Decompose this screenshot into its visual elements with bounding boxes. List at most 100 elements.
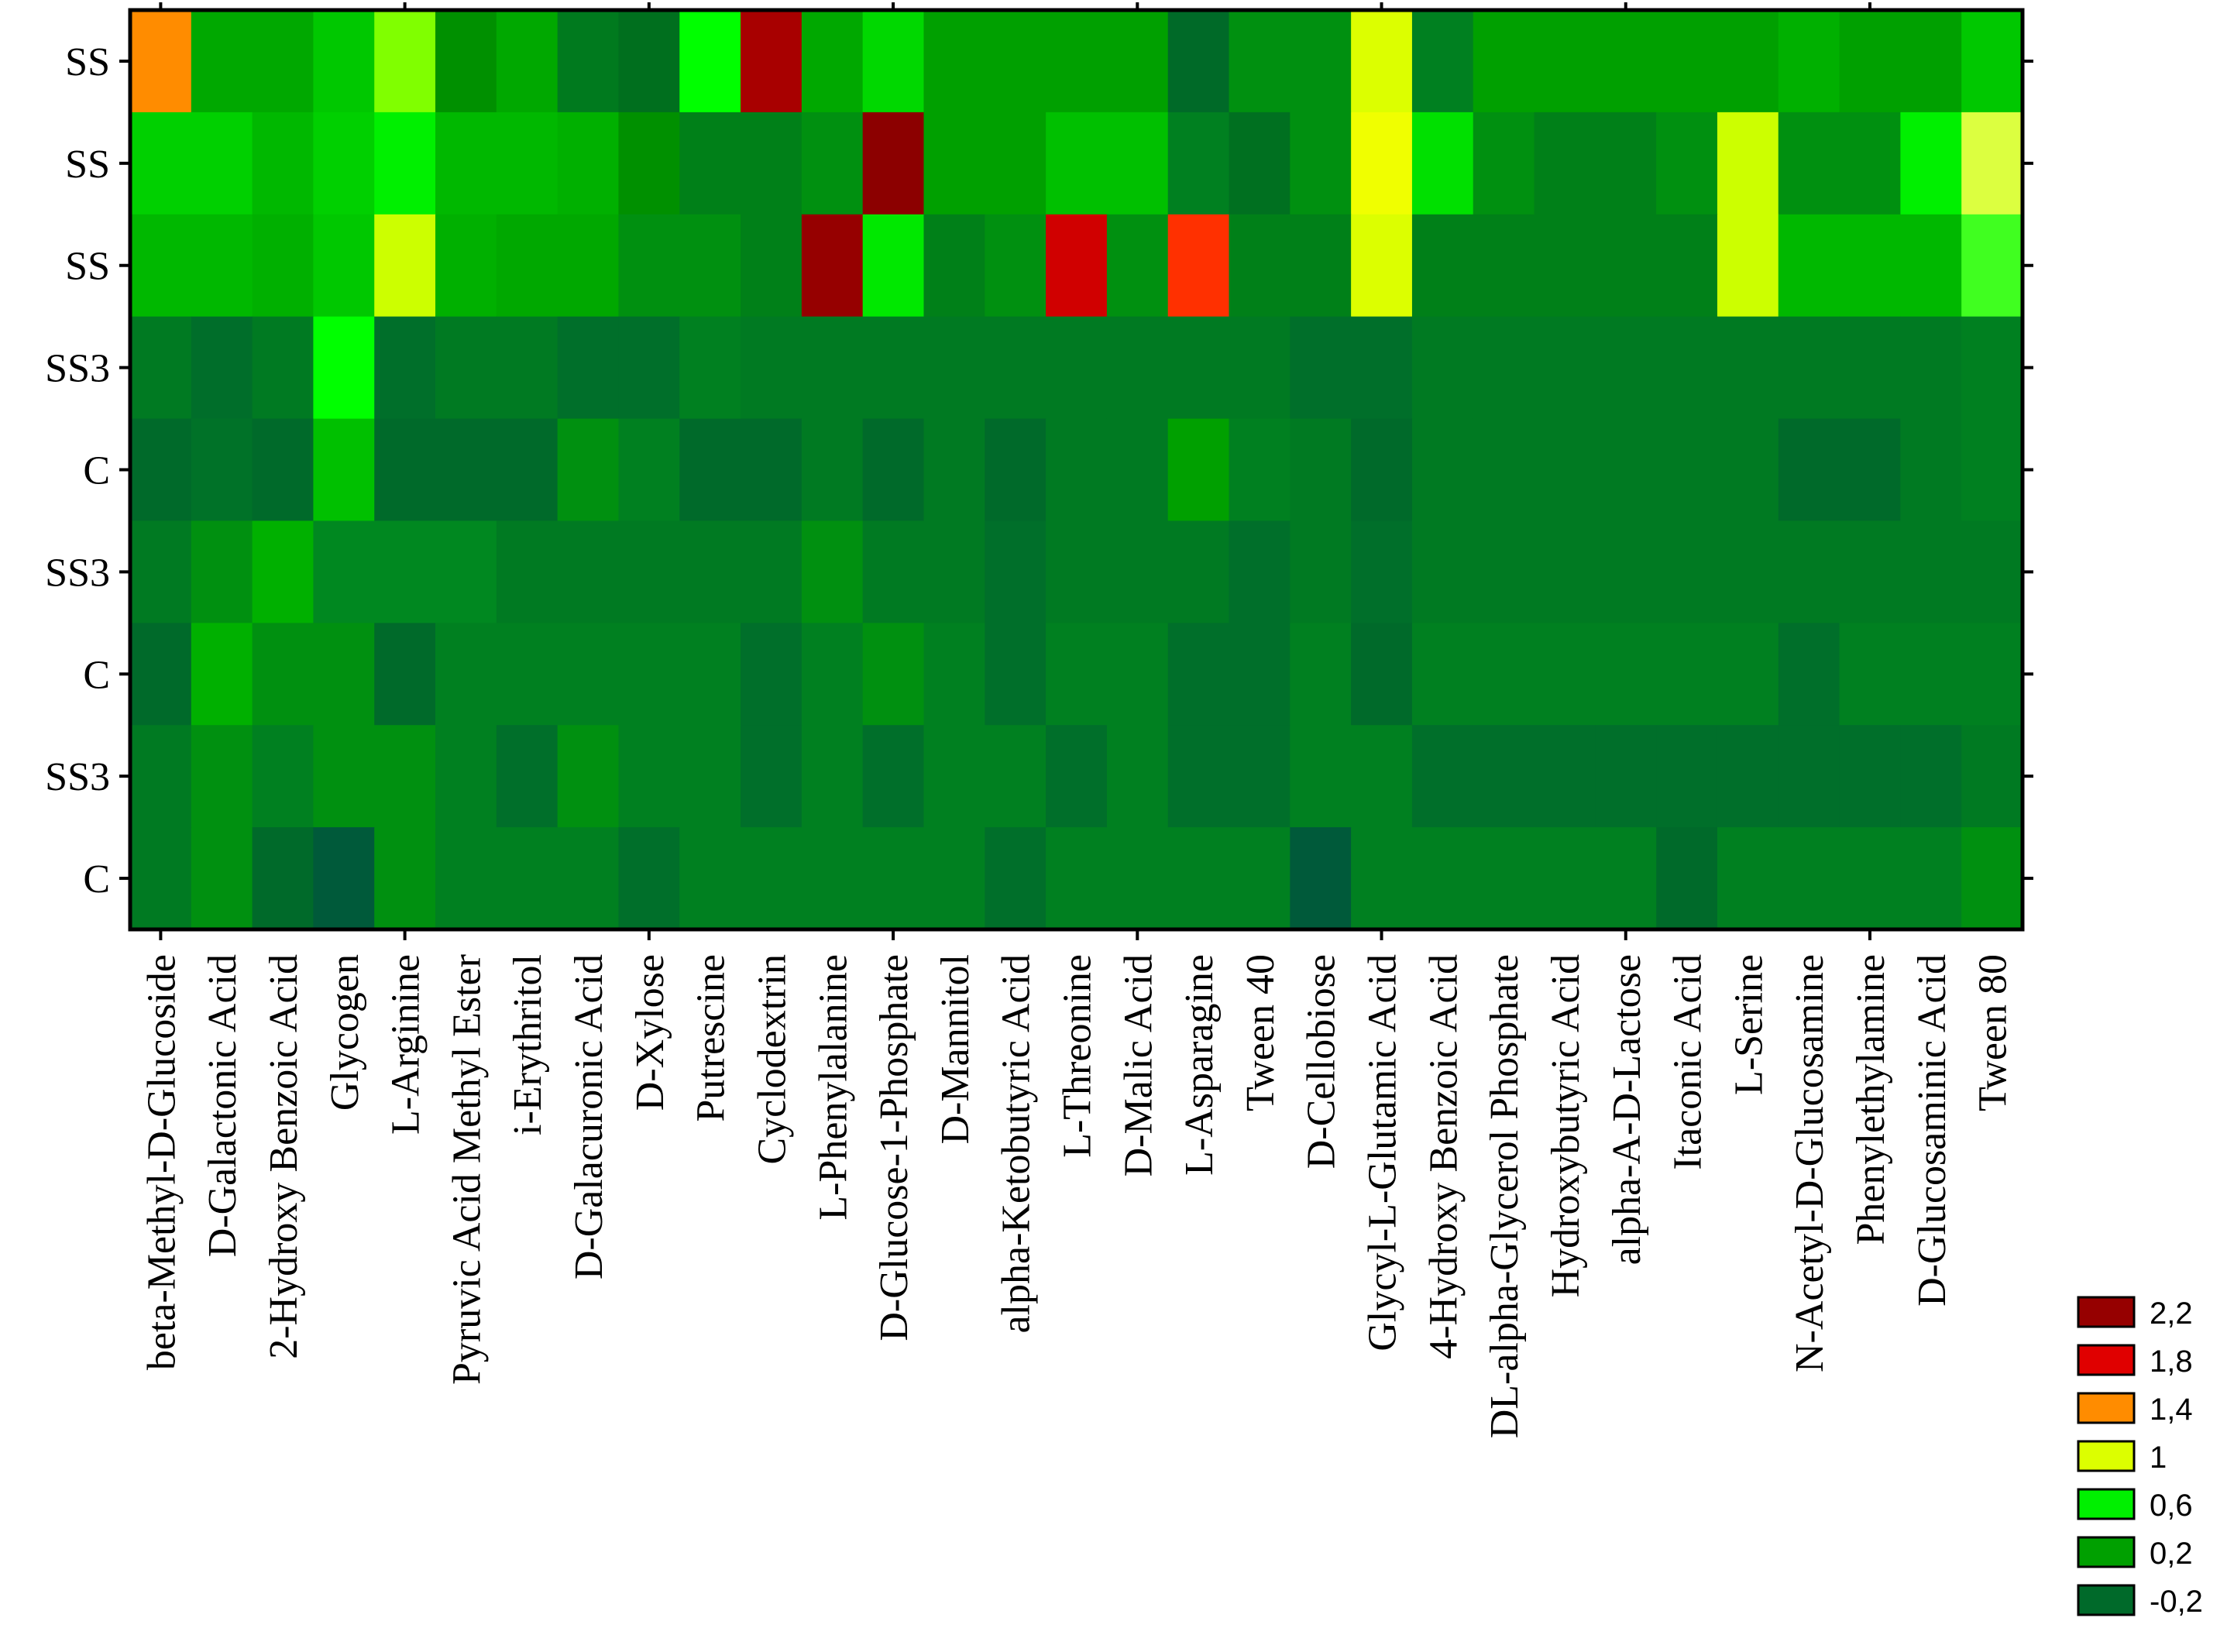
heatmap-cell-r6-c29 — [1900, 623, 1962, 726]
heatmap-cell-r8-c29 — [1900, 827, 1962, 930]
heatmap-cell-r3-c6 — [496, 316, 558, 420]
heatmap-cell-r1-c24 — [1595, 112, 1657, 215]
heatmap-cell-r7-c8 — [618, 725, 680, 828]
heatmap-cell-r1-c26 — [1717, 112, 1779, 215]
heatmap-cell-r0-c11 — [801, 10, 864, 113]
heatmap-cell-r3-c25 — [1656, 316, 1718, 420]
heatmap-cell-r3-c15 — [1046, 316, 1108, 420]
column-label: L-Phenylalanine — [811, 954, 855, 1221]
heatmap-cell-r6-c25 — [1656, 623, 1718, 726]
heatmap-cell-r8-c13 — [923, 827, 985, 930]
heatmap-cell-r0-c26 — [1717, 10, 1779, 113]
heatmap-cell-r4-c4 — [374, 418, 436, 522]
heatmap-cell-r6-c0 — [130, 623, 192, 726]
heatmap-cell-r7-c7 — [557, 725, 620, 828]
heatmap-cell-r8-c16 — [1106, 827, 1169, 930]
heatmap-cell-r1-c9 — [679, 112, 741, 215]
heatmap-cell-r7-c4 — [374, 725, 436, 828]
heatmap-cell-r0-c6 — [496, 10, 558, 113]
heatmap-cell-r5-c20 — [1351, 520, 1413, 623]
heatmap-cell-r8-c8 — [618, 827, 680, 930]
heatmap-cell-r2-c18 — [1229, 214, 1290, 318]
heatmap-cell-r5-c26 — [1717, 520, 1779, 623]
heatmap-cell-r4-c12 — [862, 418, 925, 522]
heatmap-cell-r0-c18 — [1229, 10, 1290, 113]
heatmap-cell-r8-c15 — [1046, 827, 1108, 930]
heatmap-cell-r5-c19 — [1290, 520, 1352, 623]
heatmap-cell-r4-c13 — [923, 418, 985, 522]
heatmap-cell-r1-c4 — [374, 112, 436, 215]
heatmap-cell-r1-c23 — [1534, 112, 1596, 215]
heatmap-cell-r3-c22 — [1473, 316, 1535, 420]
heatmap-cell-r5-c30 — [1961, 520, 2023, 623]
heatmap-cell-r1-c19 — [1290, 112, 1352, 215]
legend-label: 1 — [2150, 1441, 2167, 1475]
column-label: DL-alpha-Glycerol Phosphate — [1483, 954, 1527, 1438]
heatmap-cell-r2-c0 — [130, 214, 192, 318]
heatmap-cell-r2-c26 — [1717, 214, 1779, 318]
heatmap-cell-r5-c13 — [923, 520, 985, 623]
heatmap-cell-r1-c10 — [741, 112, 802, 215]
heatmap-cell-r2-c9 — [679, 214, 741, 318]
heatmap-cell-r6-c11 — [801, 623, 864, 726]
heatmap-cell-r8-c4 — [374, 827, 436, 930]
heatmap-cell-r8-c26 — [1717, 827, 1779, 930]
legend-label: 1,4 — [2150, 1393, 2193, 1427]
heatmap-cell-r2-c2 — [252, 214, 314, 318]
heatmap-cell-r5-c1 — [191, 520, 253, 623]
heatmap-cell-r2-c23 — [1534, 214, 1596, 318]
legend-swatch — [2077, 1344, 2136, 1376]
row-label: C — [83, 653, 110, 697]
heatmap-cell-r3-c2 — [252, 316, 314, 420]
heatmap-cell-r1-c16 — [1106, 112, 1169, 215]
heatmap-cell-r0-c14 — [985, 10, 1046, 113]
heatmap-cell-r1-c7 — [557, 112, 620, 215]
heatmap-cell-r4-c30 — [1961, 418, 2023, 522]
heatmap-cell-r3-c28 — [1839, 316, 1901, 420]
column-label: D-Galactonic Acid — [201, 954, 245, 1257]
heatmap-cell-r4-c24 — [1595, 418, 1657, 522]
heatmap-cell-r1-c21 — [1411, 112, 1474, 215]
heatmap-cell-r6-c6 — [496, 623, 558, 726]
heatmap-cell-r2-c7 — [557, 214, 620, 318]
heatmap-cell-r6-c7 — [557, 623, 620, 726]
heatmap-cell-r8-c9 — [679, 827, 741, 930]
heatmap-cell-r3-c29 — [1900, 316, 1962, 420]
heatmap-cell-r3-c9 — [679, 316, 741, 420]
heatmap-cell-r7-c18 — [1229, 725, 1290, 828]
heatmap-cell-r0-c7 — [557, 10, 620, 113]
heatmap-cell-r3-c27 — [1778, 316, 1840, 420]
heatmap-cell-r8-c7 — [557, 827, 620, 930]
heatmap-cell-r2-c20 — [1351, 214, 1413, 318]
column-label: L-Asparagine — [1177, 954, 1222, 1176]
heatmap-cell-r0-c16 — [1106, 10, 1169, 113]
legend-label: 2,2 — [2150, 1297, 2193, 1331]
heatmap-cell-r0-c17 — [1167, 10, 1230, 113]
column-label: i-Erythritol — [506, 954, 550, 1135]
heatmap-cell-r6-c3 — [313, 623, 375, 726]
heatmap-cell-r5-c9 — [679, 520, 741, 623]
row-label: SS — [65, 245, 110, 289]
heatmap-cell-r7-c12 — [862, 725, 925, 828]
legend-label: 1,8 — [2150, 1345, 2193, 1379]
heatmap-cell-r2-c30 — [1961, 214, 2023, 318]
heatmap-cell-r0-c15 — [1046, 10, 1108, 113]
row-label: C — [83, 449, 110, 493]
heatmap-cell-r6-c8 — [618, 623, 680, 726]
heatmap-cell-r2-c3 — [313, 214, 375, 318]
heatmap-cell-r0-c19 — [1290, 10, 1352, 113]
column-label: alpha-A-D-Lactose — [1605, 954, 1649, 1265]
legend-swatch — [2077, 1392, 2136, 1424]
legend-swatch — [2077, 1296, 2136, 1328]
heatmap-cell-r5-c3 — [313, 520, 375, 623]
column-label: alpha-Ketobutyric Acid — [995, 954, 1039, 1334]
heatmap-cell-r1-c12 — [862, 112, 925, 215]
heatmap-cell-r8-c12 — [862, 827, 925, 930]
heatmap-cell-r6-c13 — [923, 623, 985, 726]
heatmap-cell-r7-c11 — [801, 725, 864, 828]
legend-swatch — [2077, 1536, 2136, 1568]
heatmap-cell-r1-c25 — [1656, 112, 1718, 215]
heatmap-cell-r0-c4 — [374, 10, 436, 113]
heatmap-cell-r2-c25 — [1656, 214, 1718, 318]
column-label: L-Arginine — [384, 954, 428, 1135]
